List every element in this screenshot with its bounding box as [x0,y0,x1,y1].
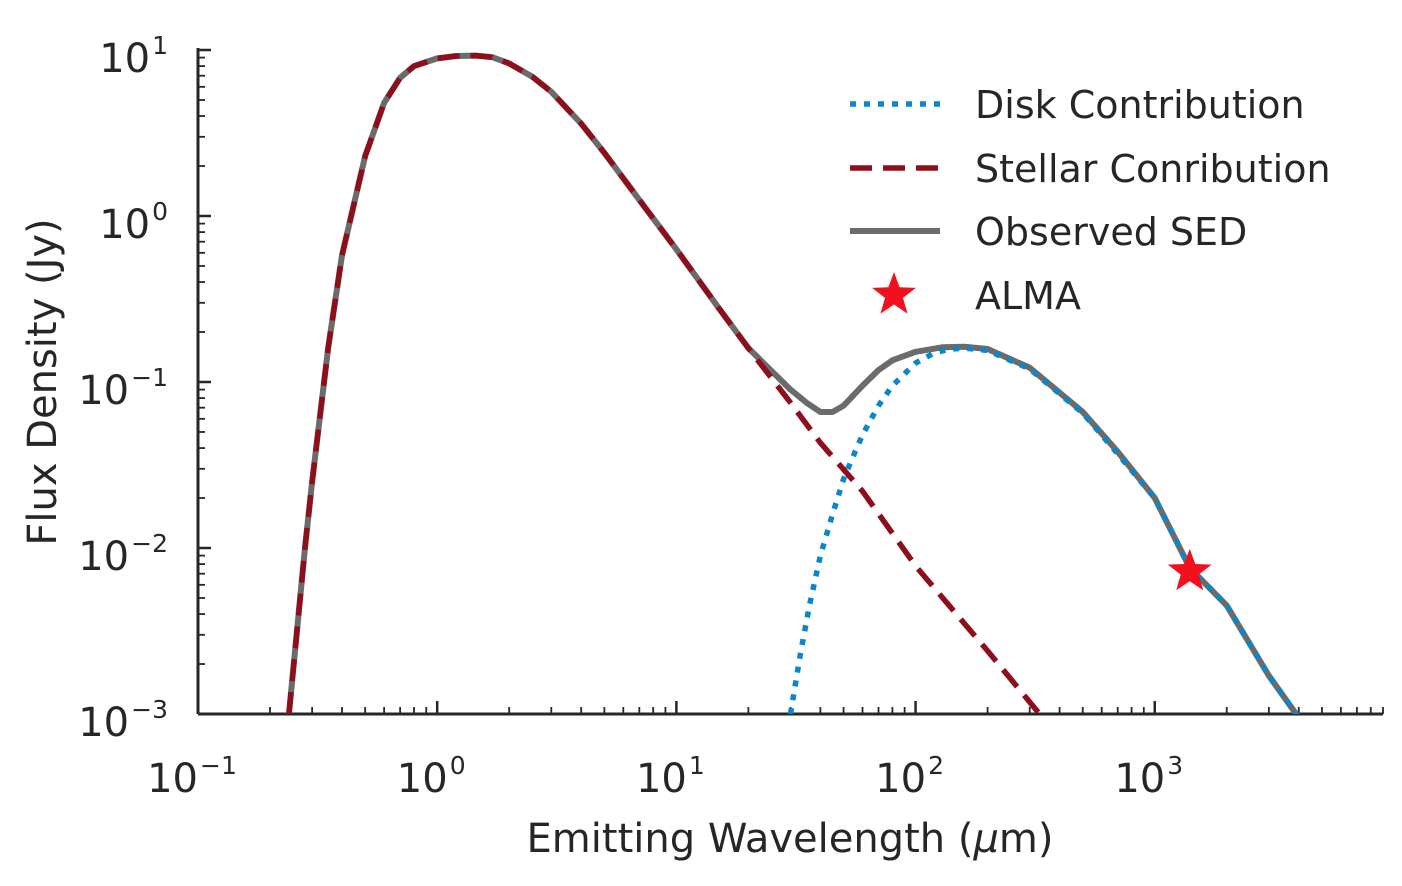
y-tick-exponent: −3 [131,695,168,724]
y-tick-label: 10−3 [78,695,168,746]
alma-marker [1167,548,1212,591]
x-tick-label: 10−1 [147,751,237,802]
y-tick-exponent: −1 [131,363,168,392]
x-tick-exponent: 2 [928,751,944,780]
legend: Disk Contribution Stellar Conribution Obse… [850,83,1331,318]
y-tick-label: 101 [99,31,168,82]
x-tick-label: 101 [636,751,705,802]
plot-area [285,52,1300,714]
x-tick-base: 10 [1114,756,1165,802]
x-tick-exponent: 1 [689,751,705,780]
x-tick-exponent: 3 [1167,751,1183,780]
x-axis-title-unit: μ [972,816,998,862]
x-axis-title-prefix: Emitting Wavelength ( [527,816,974,862]
x-tick-label: 100 [397,751,466,802]
y-axis-title: Flux Density (Jy) [20,218,66,545]
x-tick-label: 102 [875,751,944,802]
x-tick-label: 103 [1114,751,1183,802]
y-tick-exponent: −2 [131,529,168,558]
x-tick-base: 10 [636,756,687,802]
x-tick-base: 10 [147,756,198,802]
y-tick-base: 10 [99,36,150,82]
y-tick-base: 10 [78,534,129,580]
x-axis-title: Emitting Wavelength (μm) [527,816,1054,862]
legend-observed-sed-label: Observed SED [975,210,1247,254]
y-tick-base: 10 [78,700,129,746]
legend-alma-label: ALMA [975,274,1081,318]
y-tick-label: 10−2 [78,529,168,580]
y-tick-exponent: 0 [152,197,168,226]
x-tick-base: 10 [397,756,448,802]
legend-alma-swatch [872,272,916,314]
x-tick-exponent: −1 [200,751,237,780]
y-tick-base: 10 [78,368,129,414]
stellar-conribution-line [286,52,1042,714]
y-tick-exponent: 1 [152,31,168,60]
y-tick-label: 10−1 [78,363,168,414]
x-tick-base: 10 [875,756,926,802]
y-tick-label: 100 [99,197,168,248]
disk-contribution-line [787,345,1300,714]
x-axis-title-suffix: m) [999,816,1054,862]
legend-stellar-conribution-label: Stellar Conribution [975,147,1331,191]
legend-disk-contribution-label: Disk Contribution [975,83,1305,127]
x-tick-exponent: 0 [450,751,466,780]
y-tick-base: 10 [99,202,150,248]
